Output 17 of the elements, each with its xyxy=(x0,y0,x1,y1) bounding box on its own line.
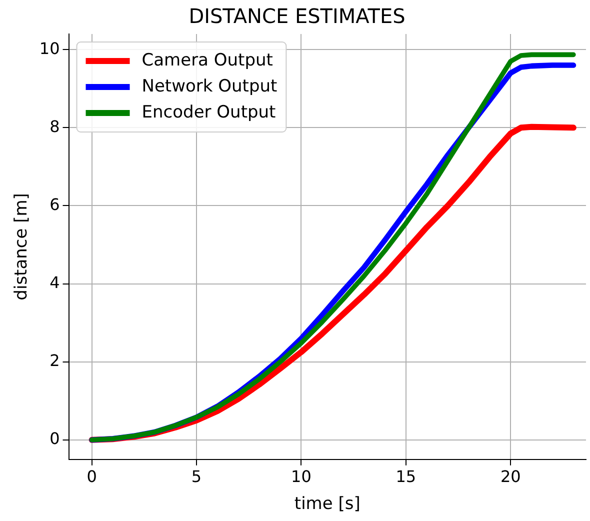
x-tick-label: 0 xyxy=(86,467,97,486)
x-tick-label: 15 xyxy=(396,467,416,486)
y-tick-label: 0 xyxy=(50,429,60,448)
y-axis-title: distance [m] xyxy=(12,193,32,300)
chart-title: DISTANCE ESTIMATES xyxy=(188,4,406,28)
y-tick-label: 4 xyxy=(50,272,60,292)
x-tick-label: 10 xyxy=(291,467,312,486)
x-axis-title: time [s] xyxy=(294,494,360,514)
y-tick-label: 6 xyxy=(50,194,60,214)
legend-label: Network Output xyxy=(142,76,278,96)
legend-label: Camera Output xyxy=(142,50,274,70)
x-tick-label: 20 xyxy=(500,467,521,486)
y-tick-label: 2 xyxy=(50,350,60,370)
y-tick-label: 8 xyxy=(50,116,60,136)
y-tick-label: 10 xyxy=(39,38,60,58)
x-tick-label: 5 xyxy=(191,467,202,486)
legend-label: Encoder Output xyxy=(142,102,276,122)
